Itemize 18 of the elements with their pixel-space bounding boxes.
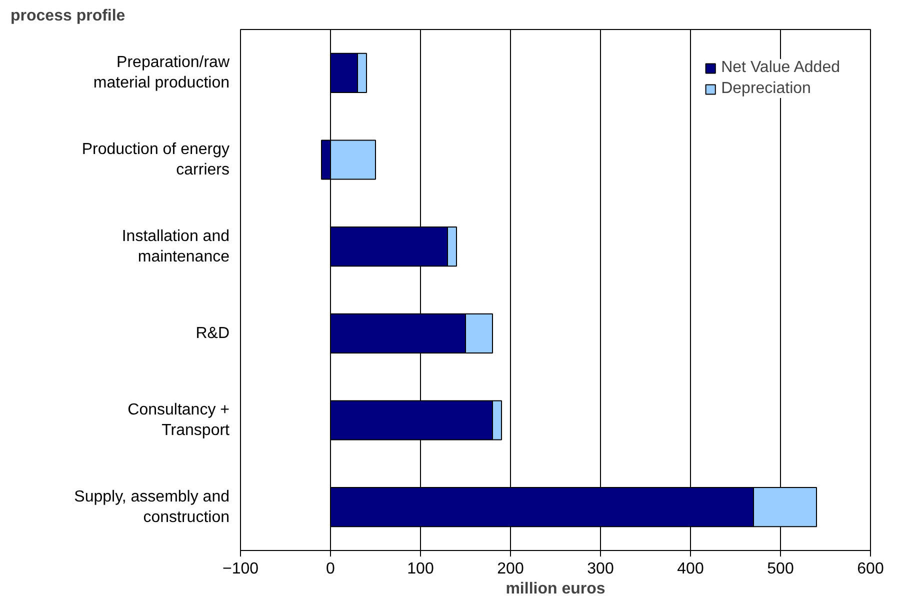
x-tick-label: 200	[497, 560, 524, 578]
x-tick-label: 0	[326, 560, 336, 578]
text: process profile	[10, 8, 126, 24]
x-tick-label: −100	[222, 560, 259, 578]
legend-label: Depreciation	[721, 80, 811, 98]
x-axis-title: million euros	[506, 580, 606, 598]
x-tick-label: 500	[767, 560, 794, 578]
x-tick-label: 300	[587, 560, 614, 578]
y-tick-label: Preparation/raw material production	[93, 54, 230, 92]
legend-label: Net Value Added	[721, 59, 840, 77]
x-tick-label: 400	[677, 560, 704, 578]
y-tick-label: Production of energy carriers	[82, 141, 230, 178]
y-tick-label: R&D	[196, 324, 230, 342]
y-tick-label: Supply, assembly and construction	[74, 488, 230, 526]
y-tick-label: Installation and maintenance	[122, 228, 230, 266]
y-tick-label: Consultancy + Transport	[128, 402, 230, 439]
x-tick-label: 100	[407, 560, 434, 578]
x-tick-label: 600	[857, 560, 884, 578]
